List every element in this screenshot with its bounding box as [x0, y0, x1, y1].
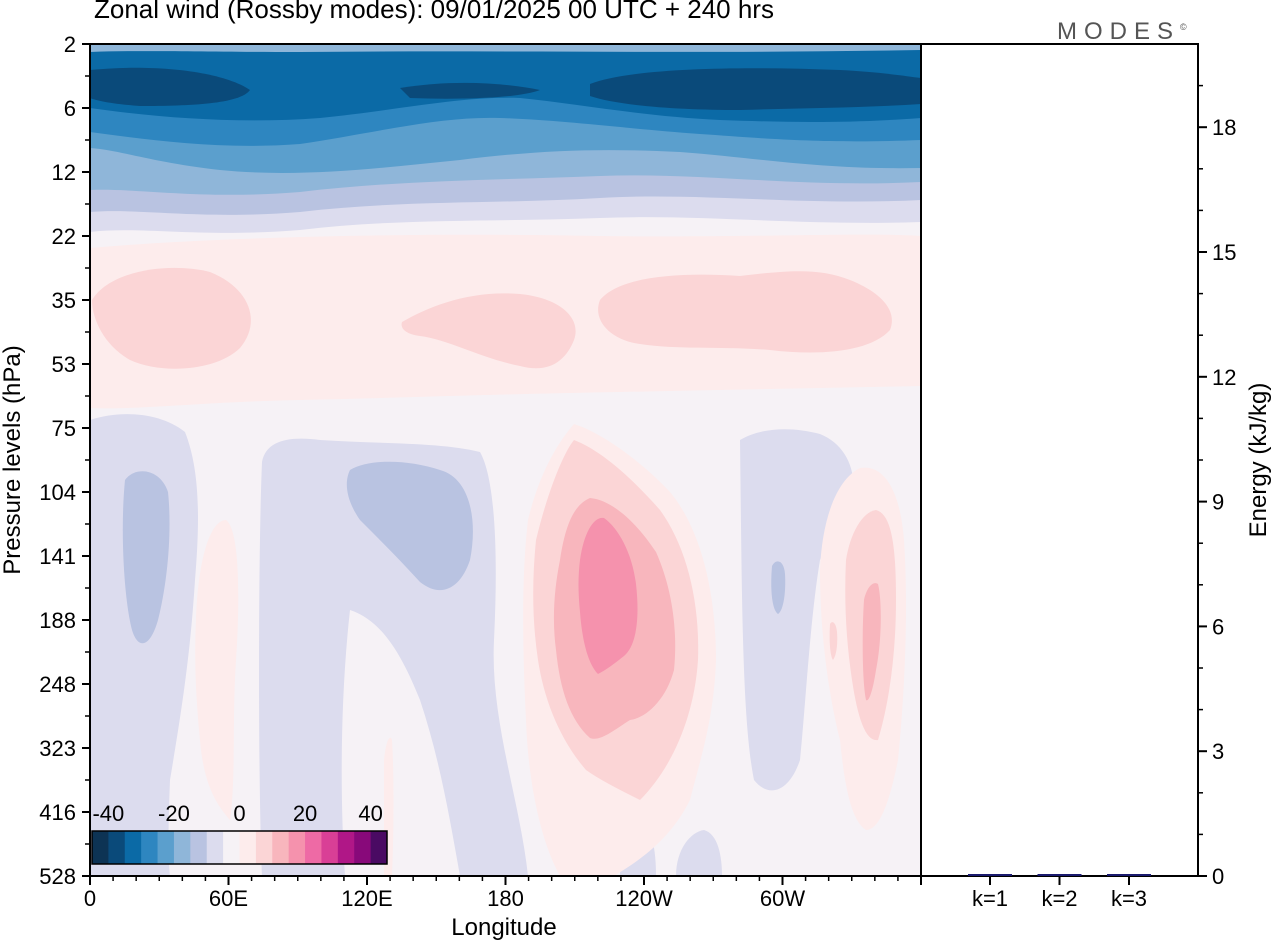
westerly-jet-east-core — [862, 583, 881, 701]
colorbar-swatch — [124, 831, 142, 864]
heatmap-y-label: Pressure levels (hPa) — [0, 345, 26, 574]
easterly-core-west — [90, 67, 250, 106]
westerly-cell-west — [92, 267, 251, 369]
x-tick-label: 180 — [487, 886, 524, 911]
colorbar-label: -20 — [158, 801, 190, 826]
easterly-core-east — [590, 68, 921, 110]
easterly-column-3 — [740, 429, 854, 791]
easterly-bottom-lobe-2 — [676, 830, 722, 876]
energy-tick-label: 15 — [1212, 240, 1236, 265]
energy-panel-frame — [920, 43, 1199, 877]
westerly-jet-main-core — [578, 517, 638, 674]
colorbar-label: 40 — [358, 801, 382, 826]
y-tick-label: 22 — [52, 224, 76, 249]
y-tick-label: 12 — [52, 160, 76, 185]
colorbar-swatch — [173, 831, 191, 864]
colorbar-swatch — [305, 831, 322, 864]
y-tick-label: 323 — [39, 736, 76, 761]
energy-tick-label: 9 — [1212, 490, 1224, 515]
y-tick-label: 35 — [52, 288, 76, 313]
y-tick-label: 53 — [52, 352, 76, 377]
colorbar-frame — [91, 830, 388, 865]
energy-tick-label: 6 — [1212, 614, 1224, 639]
y-tick-label: 528 — [39, 864, 76, 889]
heatmap-x-axis: 0 60E 120E 180 120W 60W — [84, 876, 922, 911]
energy-tick-label: 12 — [1212, 365, 1236, 390]
easterly-column-1-core — [122, 471, 170, 644]
easterly-column-3-core — [771, 561, 786, 614]
energy-y-axis: 0 3 6 9 12 15 18 — [1198, 84, 1236, 889]
energy-tick-label: 0 — [1212, 864, 1224, 889]
colorbar-label: 0 — [233, 801, 245, 826]
energy-bar — [1107, 874, 1151, 876]
heatmap-y-axis: 2 6 12 22 35 53 75 104 141 188 248 323 416 528 — [39, 32, 90, 889]
y-tick-label: 104 — [39, 480, 76, 505]
colorbar-swatch — [223, 831, 240, 864]
y-tick-label: 6 — [64, 96, 76, 121]
energy-tick-label: 18 — [1212, 115, 1236, 140]
colorbar-swatch — [141, 831, 159, 864]
colorbar-swatch — [370, 831, 388, 864]
colorbar: -40 -20 0 20 40 — [91, 801, 388, 865]
brand-logo: MODES© — [1057, 18, 1187, 46]
colorbar-swatch — [337, 831, 355, 864]
y-tick-label: 141 — [39, 544, 76, 569]
chart-title: Zonal wind (Rossby modes): 09/01/2025 00… — [94, 0, 774, 24]
heatmap-x-label: Longitude — [451, 914, 556, 941]
energy-y-label: Energy (kJ/kg) — [1245, 383, 1272, 538]
colorbar-swatch — [255, 831, 273, 864]
westerly-jet-east-small — [829, 622, 838, 660]
energy-x-tick-label: k=3 — [1111, 886, 1147, 911]
x-tick-label: 60E — [209, 886, 248, 911]
westerly-jet-west — [195, 520, 239, 820]
x-tick-label: 120W — [615, 886, 673, 911]
easterly-column-2-core — [346, 461, 473, 591]
colorbar-swatch — [272, 831, 290, 864]
energy-tick-label: 3 — [1212, 739, 1224, 764]
y-tick-label: 2 — [64, 32, 76, 57]
westerly-cell-mid — [401, 293, 576, 369]
wind-contour-field — [90, 44, 921, 876]
colorbar-label: -40 — [92, 801, 124, 826]
energy-bar — [968, 874, 1012, 876]
colorbar-label: 20 — [293, 801, 317, 826]
y-tick-label: 188 — [39, 608, 76, 633]
colorbar-swatch — [92, 831, 109, 864]
colorbar-swatch — [190, 831, 208, 864]
x-tick-label: 0 — [84, 886, 96, 911]
colorbar-swatch — [157, 831, 175, 864]
y-tick-label: 248 — [39, 672, 76, 697]
brand-mark: © — [1180, 22, 1187, 32]
energy-bars: k=1 k=2 k=3 — [968, 874, 1151, 911]
colorbar-swatch — [288, 831, 306, 864]
colorbar-swatch — [239, 831, 257, 864]
top-light-strip — [90, 44, 921, 52]
colorbar-swatch — [108, 831, 126, 864]
brand-text: MODES — [1057, 18, 1181, 45]
energy-x-tick-label: k=2 — [1041, 886, 1077, 911]
easterly-column-1 — [90, 414, 198, 876]
x-tick-label: 60W — [760, 886, 805, 911]
energy-x-tick-label: k=1 — [972, 886, 1008, 911]
westerly-cell-east — [598, 271, 892, 353]
x-tick-label: 120E — [341, 886, 392, 911]
y-tick-label: 75 — [52, 416, 76, 441]
energy-bar — [1037, 874, 1082, 876]
y-tick-label: 416 — [39, 800, 76, 825]
colorbar-swatch — [354, 831, 372, 864]
easterly-core-mid — [400, 82, 540, 99]
colorbar-swatch — [206, 831, 224, 864]
colorbar-swatch — [321, 831, 339, 864]
